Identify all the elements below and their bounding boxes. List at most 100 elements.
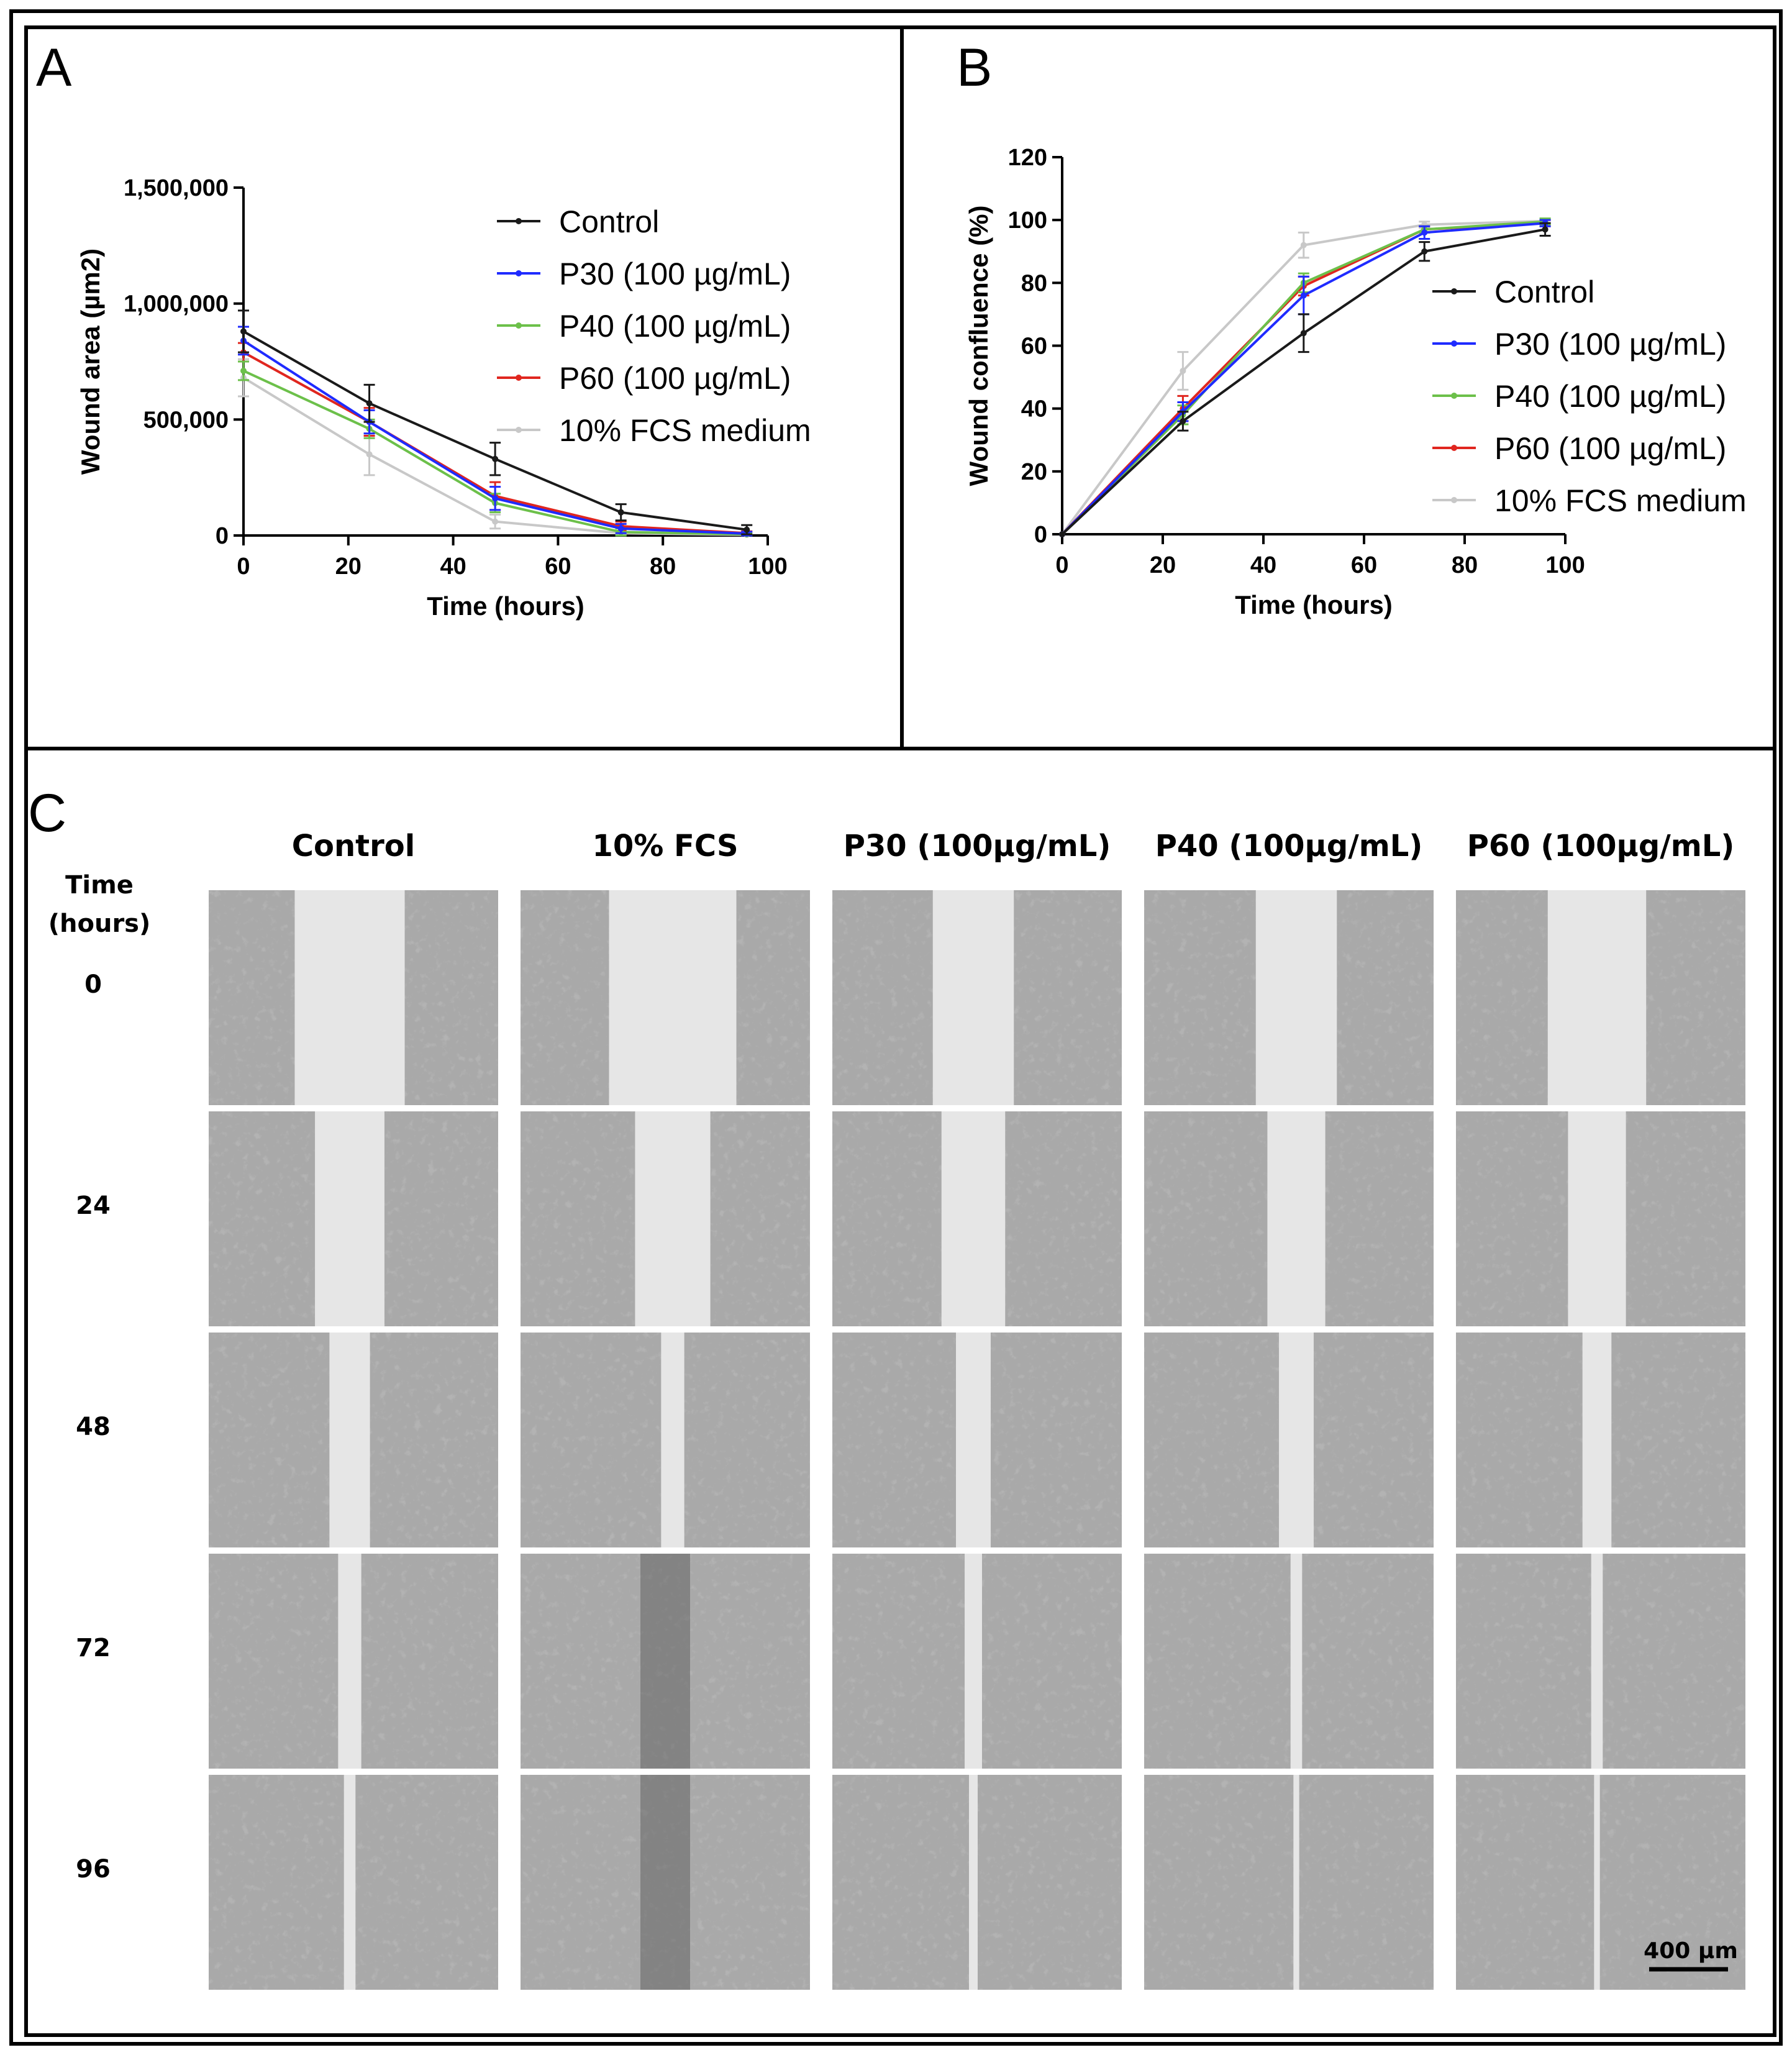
legend-item-p40: P40 (100 µg/mL) (1432, 379, 1726, 414)
column-header: P60 (100µg/mL) (1467, 829, 1735, 863)
wound-gap (294, 890, 405, 1105)
y-tick-label: 60 (1021, 334, 1047, 360)
data-point (1300, 292, 1307, 299)
row-time-label: 96 (76, 1855, 111, 1884)
wound-gap (956, 1333, 991, 1547)
legend-item-p60: P60 (100 µg/mL) (1432, 431, 1726, 466)
y-tick-label: 80 (1021, 270, 1047, 296)
wound-gap (343, 1775, 356, 1990)
row-time-label: 48 (76, 1413, 111, 1441)
legend-item-p60: P60 (100 µg/mL) (497, 361, 791, 396)
x-tick-label: 100 (1545, 552, 1585, 578)
legend-label: P40 (100 µg/mL) (1494, 379, 1726, 414)
x-tick-label: 0 (237, 554, 250, 580)
wound-gap (1293, 1775, 1299, 1990)
wound-gap (635, 1111, 711, 1326)
data-point (1542, 226, 1549, 233)
micrograph (209, 1775, 498, 1990)
wound-gap (661, 1333, 685, 1547)
micrograph (1144, 1333, 1434, 1547)
x-tick-label: 80 (650, 554, 676, 580)
micrograph (521, 1333, 810, 1547)
scale-bar-label: 400 µm (1644, 1938, 1738, 1964)
data-point (744, 526, 750, 533)
micrograph (1144, 1775, 1434, 1990)
wound-gap (965, 1554, 982, 1769)
series-p30 (1059, 219, 1551, 537)
row-time-label: 72 (76, 1634, 111, 1662)
wound-gap (1547, 890, 1647, 1105)
wound-gap (1582, 1333, 1612, 1547)
micrograph (832, 1111, 1122, 1326)
micrograph (1144, 1554, 1434, 1769)
series-fcs (1059, 217, 1551, 537)
x-tick-label: 20 (1150, 552, 1176, 578)
micrograph (1144, 1111, 1434, 1326)
x-tick-label: 100 (748, 554, 787, 580)
legend-marker (1451, 288, 1457, 294)
legend-item-control: Control (1432, 275, 1594, 309)
y-tick-label: 1,500,000 (124, 175, 229, 201)
wound-gap (941, 1111, 1006, 1326)
legend-item-fcs: 10% FCS medium (497, 413, 811, 448)
panel-letter-c: C (28, 783, 66, 843)
legend-marker (1451, 497, 1457, 503)
x-tick-label: 0 (1055, 552, 1068, 578)
micrograph (209, 1333, 498, 1547)
legend-label: P30 (100 µg/mL) (1494, 327, 1726, 362)
wound-gap (338, 1554, 362, 1769)
y-tick-label: 0 (1034, 522, 1047, 548)
data-point (240, 367, 247, 374)
data-point (1180, 367, 1186, 374)
column-header: P30 (100µg/mL) (844, 829, 1111, 863)
legend-item-fcs: 10% FCS medium (1432, 483, 1747, 518)
micrograph-grid: Control 10% FCS P30 (100µg/mL) P40 (100µg/m… (76, 829, 1745, 1990)
cell-texture (1144, 1554, 1434, 1769)
wound-gap (932, 890, 1014, 1105)
legend-item-control: Control (497, 204, 659, 239)
legend-marker (516, 218, 522, 224)
data-point (240, 328, 247, 335)
y-tick-label: 20 (1021, 459, 1047, 485)
data-point (1180, 417, 1186, 424)
y-tick-label: 0 (216, 523, 229, 549)
micrograph (1456, 890, 1745, 1105)
micrograph (521, 1111, 810, 1326)
micrograph (209, 890, 498, 1105)
legend-marker (516, 270, 522, 276)
legend-label: 10% FCS medium (559, 413, 811, 448)
x-tick-label: 60 (545, 554, 571, 580)
legend-marker (516, 427, 522, 433)
legend-marker (1451, 340, 1457, 347)
x-tick-label: 80 (1452, 552, 1478, 578)
series-p40 (1059, 217, 1551, 537)
chart-b-wound-confluence: 0 20 40 60 80 100 120 0 20 40 60 80 100 Time (hours) W… (964, 145, 1747, 619)
y-tick-label: 1,000,000 (124, 291, 229, 317)
outer-border (9, 9, 1783, 2046)
legend-label: 10% FCS medium (1494, 483, 1747, 518)
micrograph (1456, 1554, 1745, 1769)
series-line (1061, 219, 1545, 535)
cell-texture (1456, 1775, 1745, 1990)
legend-marker (1451, 393, 1457, 399)
micrograph (209, 1111, 498, 1326)
legend-item-p30: P30 (100 µg/mL) (497, 257, 791, 291)
micrograph (1456, 1775, 1745, 1990)
cell-texture (521, 1554, 810, 1769)
legend-marker (1451, 445, 1457, 451)
column-header: Control (292, 829, 415, 863)
data-point (492, 518, 499, 525)
micrograph (832, 890, 1122, 1105)
data-point (1421, 248, 1428, 255)
data-point (1300, 242, 1307, 248)
data-point (366, 400, 373, 407)
data-point (492, 455, 499, 462)
micrograph (1456, 1333, 1745, 1547)
y-tick-label: 40 (1021, 396, 1047, 422)
data-point (617, 525, 624, 532)
data-point (492, 495, 499, 502)
panel-letter-a: A (36, 38, 72, 98)
wound-gap (1255, 890, 1337, 1105)
row-time-label: 24 (76, 1192, 111, 1220)
